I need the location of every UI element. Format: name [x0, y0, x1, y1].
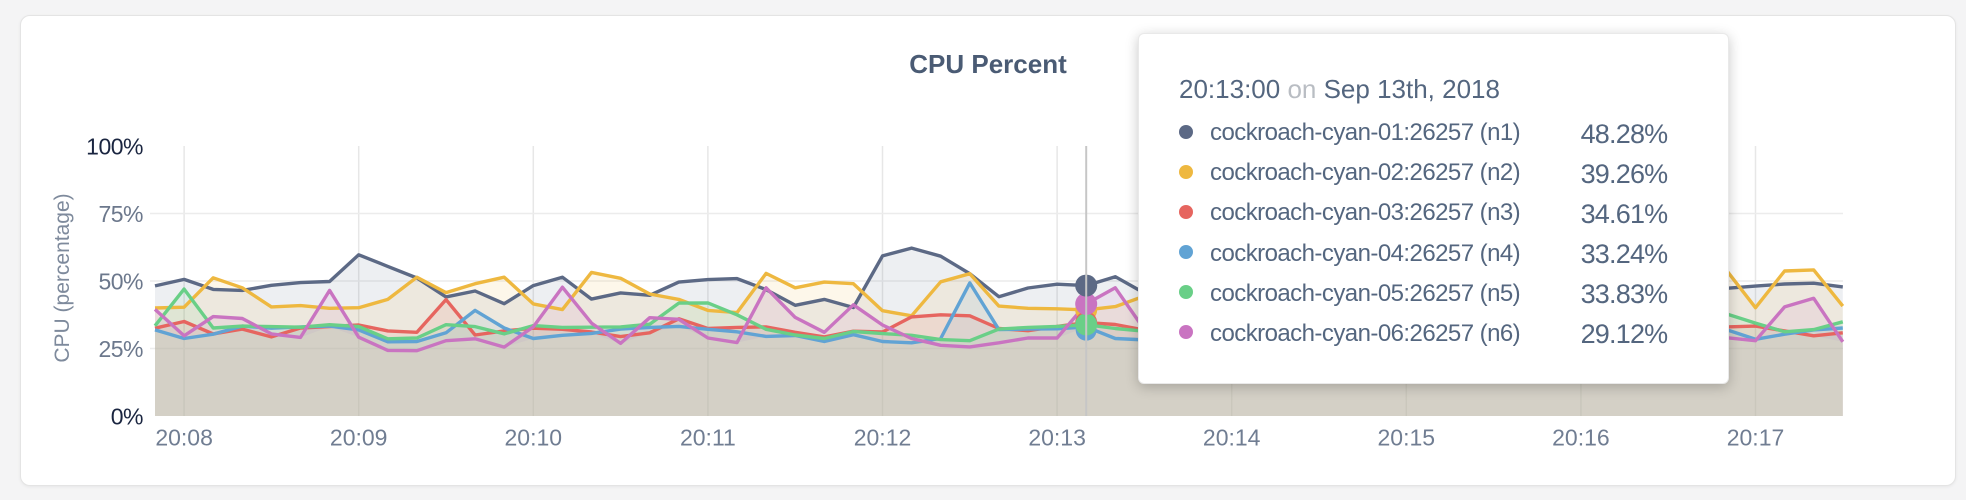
svg-text:50%: 50% — [98, 268, 143, 294]
svg-text:20:10: 20:10 — [505, 425, 563, 451]
svg-text:CPU (percentage): CPU (percentage) — [51, 193, 74, 362]
svg-text:20:16: 20:16 — [1552, 425, 1610, 451]
svg-text:100%: 100% — [86, 133, 143, 159]
svg-text:25%: 25% — [98, 336, 143, 362]
svg-text:20:09: 20:09 — [330, 425, 388, 451]
svg-text:20:11: 20:11 — [680, 425, 736, 451]
svg-text:20:17: 20:17 — [1727, 425, 1785, 451]
svg-text:20:15: 20:15 — [1378, 425, 1436, 451]
svg-text:20:14: 20:14 — [1203, 425, 1261, 451]
svg-text:20:12: 20:12 — [854, 425, 912, 451]
svg-text:20:13: 20:13 — [1028, 425, 1086, 451]
svg-text:75%: 75% — [98, 201, 143, 227]
svg-text:0%: 0% — [111, 403, 143, 429]
svg-text:20:08: 20:08 — [155, 425, 213, 451]
